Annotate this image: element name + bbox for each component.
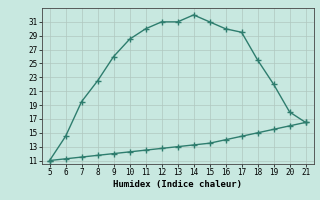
- X-axis label: Humidex (Indice chaleur): Humidex (Indice chaleur): [113, 180, 242, 189]
